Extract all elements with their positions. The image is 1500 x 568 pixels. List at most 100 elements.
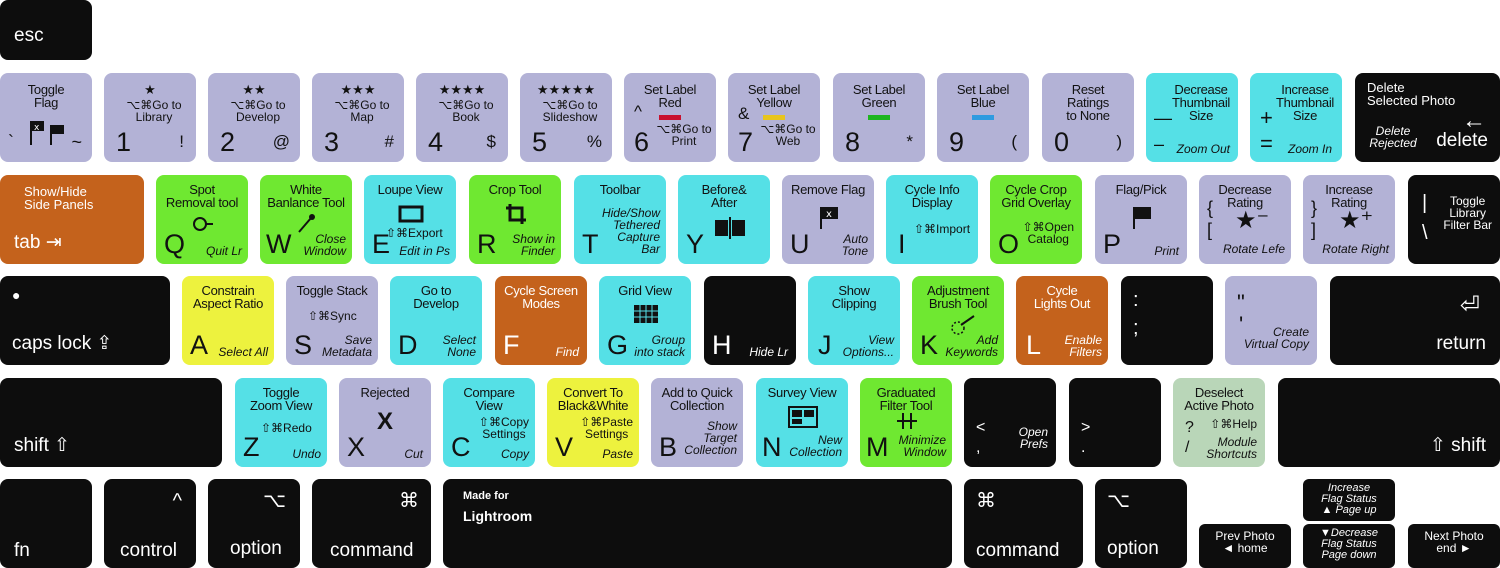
option-symbol-icon: ⌥	[262, 490, 286, 512]
key-main: 8	[845, 127, 861, 157]
t-key-toolbar[interactable]: Toolbar T Hide/Show Tethered Capture Bar	[574, 175, 666, 264]
esc-key[interactable]: esc	[0, 0, 92, 60]
toggle-flag-key[interactable]: Toggle Flag ` x ~	[0, 73, 92, 162]
spacebar-key[interactable]: Made for Lightroom	[443, 479, 952, 568]
arrow-left-key[interactable]: Prev Photo ◄ home	[1199, 524, 1291, 568]
semicolon-key[interactable]: : ;	[1121, 276, 1213, 365]
key-4[interactable]: ★★★★ ⌥⌘Go to Book 4 $	[416, 73, 508, 162]
key-main: K	[920, 330, 939, 360]
y-key-before-after[interactable]: Before& After Y	[678, 175, 770, 264]
quote-key-create-virtual-copy[interactable]: " ' Create Virtual Copy	[1225, 276, 1317, 365]
comma-key-open-prefs[interactable]: < , Open Prefs	[964, 378, 1056, 467]
arrow-down-key[interactable]: ▼Decrease Flag Status Page down	[1303, 524, 1395, 568]
key-title: Cycle Screen Modes	[504, 283, 578, 311]
key-symbol: ^	[634, 102, 642, 121]
key-main: delete	[1436, 130, 1488, 151]
c-key-compare-view[interactable]: Compare View ⇧⌘Copy Settings C Copy	[443, 378, 535, 467]
key-symbol: }	[1311, 198, 1318, 218]
key-sub-action: Open Prefs	[1018, 425, 1048, 451]
right-command-key[interactable]: ⌘ command	[964, 479, 1083, 568]
key-title: Spot Removal tool	[165, 182, 239, 210]
left-control-key[interactable]: ^ control	[104, 479, 196, 568]
key-title: Delete Selected Photo	[1367, 80, 1456, 108]
fn-key[interactable]: fn	[0, 479, 92, 568]
key-symbol: @	[272, 132, 290, 151]
key-sub-action: Cut	[404, 447, 423, 461]
return-key[interactable]: ⏎ return	[1330, 276, 1500, 365]
key-title: Toolbar	[599, 182, 641, 197]
backslash-key-toggle-filter-bar[interactable]: | \ Toggle Library Filter Bar	[1408, 175, 1500, 264]
h-key[interactable]: H Hide Lr	[704, 276, 796, 365]
equals-key-increase-thumbnail[interactable]: Increase Thumbnail Size + = Zoom In	[1250, 73, 1342, 162]
key-title: Graduated Filter Tool	[876, 385, 936, 413]
delete-key[interactable]: Delete Selected Photo ← Delete Rejected …	[1355, 73, 1500, 162]
key-symbol-secondary: /	[1185, 439, 1190, 456]
key-6-set-label-red[interactable]: Set Label Red ^ ⌥⌘Go to Print 6	[624, 73, 716, 162]
o-key-cycle-crop-overlay[interactable]: Cycle Crop Grid Overlay ⇧⌘Open Catalog O	[990, 175, 1082, 264]
m-key-graduated-filter[interactable]: Graduated Filter Tool M Minimize Window	[860, 378, 952, 467]
left-shift-key[interactable]: shift ⇧	[0, 378, 222, 467]
key-0-reset-ratings[interactable]: Reset Ratings to None 0 )	[1042, 73, 1134, 162]
key-title: Set Label Green	[852, 82, 906, 110]
r-key-crop-tool[interactable]: Crop Tool R Show in Finder	[469, 175, 561, 264]
right-bracket-key-increase-rating[interactable]: Increase Rating } ★⁺ ] Rotate Right	[1303, 175, 1395, 264]
b-key-quick-collection[interactable]: Add to Quick Collection B Show Target Co…	[651, 378, 743, 467]
key-sub-action: Quit Lr	[205, 244, 242, 258]
key-symbol-secondary: ]	[1311, 220, 1317, 240]
key-title: Convert To Black&White	[557, 385, 629, 413]
shortcut-label: ⌥⌘Go to Web	[760, 122, 816, 148]
q-key-spot-removal[interactable]: Spot Removal tool Q Quit Lr	[156, 175, 248, 264]
key-main: Z	[243, 432, 260, 462]
shortcut-label: ⇧⌘Redo	[261, 421, 312, 435]
key-symbol: %	[586, 132, 602, 151]
arrow-up-key[interactable]: Increase Flag Status ▲ Page up	[1303, 479, 1395, 521]
key-3[interactable]: ★★★ ⌥⌘Go to Map 3 #	[312, 73, 404, 162]
l-key-cycle-lights-out[interactable]: Cycle Lights Out L Enable Filters	[1016, 276, 1108, 365]
key-title: Add to Quick Collection	[661, 385, 733, 413]
arrow-right-key[interactable]: Next Photo end ►	[1408, 524, 1500, 568]
v-key-convert-black-white[interactable]: Convert To Black&White ⇧⌘Paste Settings …	[547, 378, 639, 467]
a-key-constrain-aspect[interactable]: Constrain Aspect Ratio A Select All	[182, 276, 274, 365]
key-2[interactable]: ★★ ⌥⌘Go to Develop 2 @	[208, 73, 300, 162]
x-key-rejected[interactable]: Rejected X X Cut	[339, 378, 431, 467]
shortcut-label: ⇧⌘Help	[1210, 417, 1257, 431]
key-symbol: <	[976, 419, 986, 436]
left-option-key[interactable]: ⌥ option	[208, 479, 300, 568]
key-7-set-label-yellow[interactable]: Set Label Yellow & ⌥⌘Go to Web 7	[728, 73, 820, 162]
left-bracket-key-decrease-rating[interactable]: Decrease Rating { ★⁻ [ Rotate Lefe	[1199, 175, 1291, 264]
key-symbol: —	[1154, 108, 1172, 128]
k-key-adjustment-brush[interactable]: Adjustment Brush Tool K Add Keywords	[912, 276, 1004, 365]
caps-lock-key[interactable]: ● caps lock ⇪	[0, 276, 170, 365]
slash-key-deselect-active[interactable]: Deselect Active Photo ? / ⇧⌘Help Module …	[1173, 378, 1265, 467]
key-main: C	[451, 432, 471, 462]
key-5[interactable]: ★★★★★ ⌥⌘Go to Slideshow 5 %	[520, 73, 612, 162]
e-key-loupe-view[interactable]: Loupe View ⇧⌘Export E Edit in Ps	[364, 175, 456, 264]
w-key-white-balance[interactable]: White Banlance Tool W Close Window	[260, 175, 352, 264]
period-key[interactable]: > .	[1069, 378, 1161, 467]
key-main: H	[712, 330, 732, 360]
key-8-set-label-green[interactable]: Set Label Green 8 *	[833, 73, 925, 162]
left-command-key[interactable]: ⌘ command	[312, 479, 431, 568]
key-sub-action: Show Target Collection	[684, 419, 737, 457]
f-key-cycle-screen-modes[interactable]: Cycle Screen Modes F Find	[495, 276, 587, 365]
tab-key[interactable]: Show/Hide Side Panels tab ⇥	[0, 175, 144, 264]
key-9-set-label-blue[interactable]: Set Label Blue 9 (	[937, 73, 1029, 162]
minus-key-decrease-thumbnail[interactable]: Decrease Thumbnail Size — – Zoom Out	[1146, 73, 1238, 162]
z-key-toggle-zoom[interactable]: Toggle Zoom View ⇧⌘Redo Z Undo	[235, 378, 327, 467]
p-key-flag-pick[interactable]: Flag/Pick P Print	[1095, 175, 1187, 264]
right-shift-key[interactable]: ⇧ shift	[1278, 378, 1500, 467]
right-option-key[interactable]: ⌥ option	[1095, 479, 1187, 568]
control-symbol-icon: ^	[172, 490, 182, 512]
shortcut-label: ⌥⌘Go to Book	[438, 98, 494, 124]
j-key-show-clipping[interactable]: Show Clipping J View Options...	[808, 276, 900, 365]
key-1[interactable]: ★ ⌥⌘Go to Library 1 !	[104, 73, 196, 162]
s-key-toggle-stack[interactable]: Toggle Stack ⇧⌘Sync S Save Metadata	[286, 276, 378, 365]
d-key-go-to-develop[interactable]: Go to Develop D Select None	[390, 276, 482, 365]
u-key-remove-flag[interactable]: Remove Flag x U Auto Tone	[782, 175, 874, 264]
i-key-cycle-info[interactable]: Cycle Info Display ⇧⌘Import I	[886, 175, 978, 264]
key-main: option	[230, 538, 282, 559]
g-key-grid-view[interactable]: Grid View G Group into stack	[599, 276, 691, 365]
n-key-survey-view[interactable]: Survey View N New Collection	[756, 378, 848, 467]
key-main: command	[976, 540, 1060, 561]
key-title: Set Label Blue	[956, 82, 1010, 110]
